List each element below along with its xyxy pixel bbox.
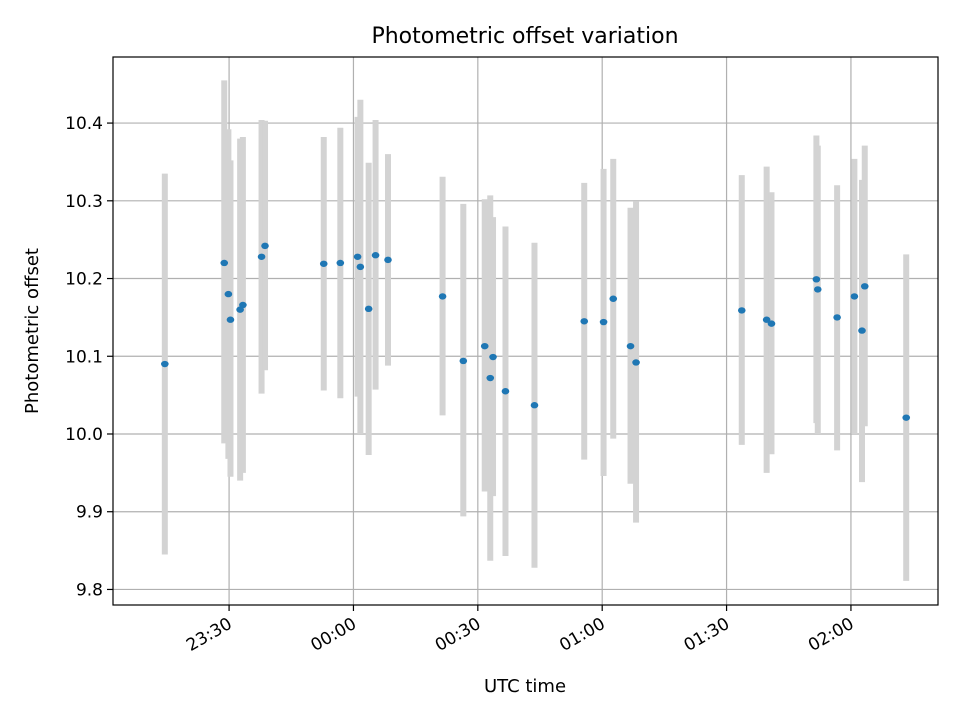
data-point bbox=[858, 327, 866, 334]
data-point bbox=[767, 320, 776, 327]
data-points bbox=[161, 242, 911, 421]
data-point bbox=[353, 253, 362, 260]
data-point bbox=[902, 414, 911, 421]
data-point bbox=[480, 342, 489, 350]
data-point bbox=[161, 360, 169, 368]
y-tick-label: 10.1 bbox=[65, 347, 103, 367]
data-point bbox=[812, 276, 821, 283]
data-point bbox=[580, 318, 589, 325]
data-point bbox=[261, 242, 269, 250]
data-point bbox=[224, 290, 233, 298]
y-tick-label: 10.0 bbox=[65, 425, 103, 445]
data-point bbox=[239, 301, 247, 309]
data-point bbox=[336, 259, 345, 267]
data-point bbox=[530, 402, 539, 409]
grid bbox=[113, 57, 938, 605]
y-tick-label: 10.2 bbox=[65, 270, 103, 290]
data-point bbox=[459, 357, 468, 365]
y-tick-label: 10.3 bbox=[65, 192, 103, 212]
data-point bbox=[813, 286, 822, 293]
data-point bbox=[737, 307, 746, 314]
y-tick-label: 9.8 bbox=[76, 580, 103, 600]
data-point bbox=[371, 252, 380, 259]
plot-frame bbox=[112, 56, 939, 606]
data-point bbox=[833, 314, 841, 321]
y-tick-label: 10.4 bbox=[65, 114, 103, 134]
data-point bbox=[384, 256, 392, 264]
chart-title: Photometric offset variation bbox=[371, 24, 678, 49]
data-point bbox=[356, 263, 365, 271]
data-point bbox=[626, 342, 635, 350]
y-axis-label: Photometric offset bbox=[22, 248, 43, 414]
data-point bbox=[364, 305, 373, 313]
x-axis-label: UTC time bbox=[484, 676, 566, 697]
data-point bbox=[632, 359, 640, 366]
data-point bbox=[489, 353, 497, 361]
data-point bbox=[850, 293, 859, 300]
data-point bbox=[599, 318, 608, 326]
data-point bbox=[501, 388, 510, 395]
data-point bbox=[226, 316, 235, 323]
data-point bbox=[860, 283, 869, 290]
y-axis-ticks: 9.8 9.9 10.0 10.1 10.2 10.3 10.4 bbox=[65, 114, 113, 600]
data-point bbox=[486, 374, 495, 382]
data-point bbox=[257, 253, 266, 260]
data-point bbox=[438, 293, 447, 300]
data-point bbox=[220, 259, 229, 267]
y-tick-label: 9.9 bbox=[76, 503, 103, 523]
data-point bbox=[762, 316, 771, 323]
data-point bbox=[609, 295, 618, 302]
data-point bbox=[319, 260, 328, 267]
